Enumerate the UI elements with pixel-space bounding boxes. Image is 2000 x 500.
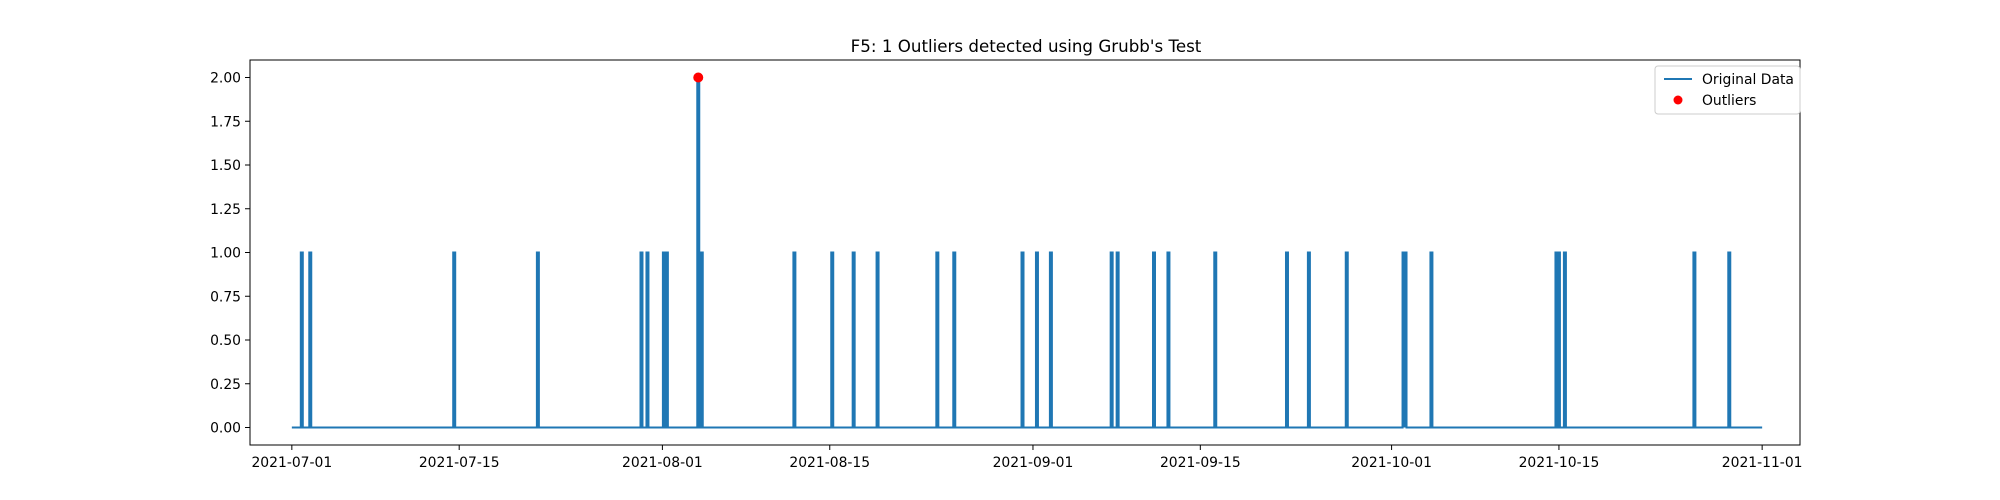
y-tick-label: 0.50: [210, 333, 241, 349]
y-tick-label: 1.75: [210, 114, 241, 130]
x-tick-label: 2021-10-01: [1351, 455, 1432, 471]
legend-label-outliers: Outliers: [1702, 93, 1756, 109]
series-original-data-line: [291, 76, 1763, 429]
x-tick-label: 2021-09-15: [1160, 455, 1241, 471]
y-tick-label: 0.25: [210, 377, 241, 393]
x-tick-label: 2021-07-01: [251, 455, 332, 471]
x-tick-label: 2021-11-01: [1722, 455, 1803, 471]
y-tick-label: 1.25: [210, 202, 241, 218]
legend-marker-swatch: [1673, 95, 1683, 105]
legend: Original Data Outliers: [1654, 65, 1801, 115]
x-tick-label: 2021-09-01: [993, 455, 1074, 471]
x-tick-label: 2021-10-15: [1519, 455, 1600, 471]
plot-area: [291, 72, 1763, 429]
outlier-point-0: [693, 72, 704, 83]
y-tick-label: 2.00: [210, 71, 241, 87]
y-tick-label: 1.50: [210, 158, 241, 174]
x-tick-label: 2021-08-01: [622, 455, 703, 471]
axes: 0.00 0.25 0.50 0.75 1.00 1.25 1.50 1.75 2.00 2021…: [210, 59, 1803, 471]
legend-label-original-data: Original Data: [1702, 72, 1794, 88]
y-tick-label: 0.75: [210, 289, 241, 305]
y-tick-label: 1.00: [210, 246, 241, 262]
y-tick-label: 0.00: [210, 421, 241, 437]
chart-title: F5: 1 Outliers detected using Grubb's Te…: [851, 36, 1202, 56]
x-tick-label: 2021-08-15: [789, 455, 870, 471]
x-tick-label: 2021-07-15: [419, 455, 500, 471]
